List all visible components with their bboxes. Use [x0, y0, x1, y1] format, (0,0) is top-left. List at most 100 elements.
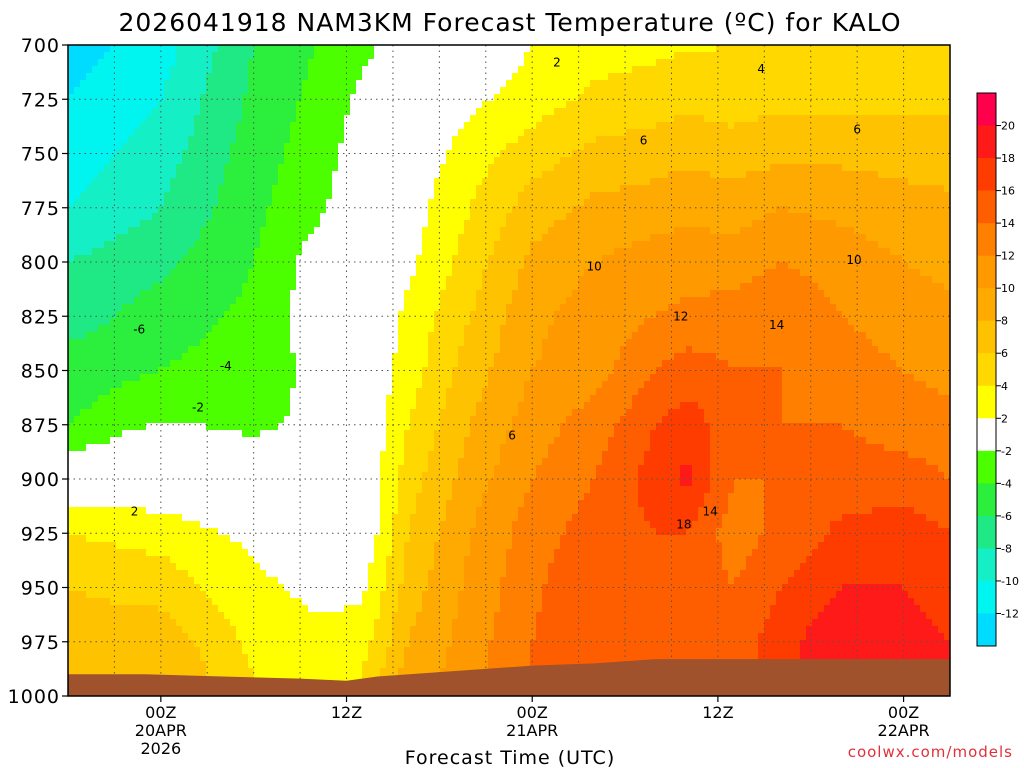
field-cell [278, 668, 285, 676]
field-cell [302, 437, 309, 445]
field-cell [380, 220, 387, 228]
field-cell [362, 318, 369, 326]
field-cell [182, 108, 189, 116]
field-cell [296, 605, 303, 613]
field-cell [224, 150, 231, 158]
field-cell [134, 654, 141, 662]
field-cell [74, 528, 81, 536]
field-cell [344, 647, 351, 655]
field-cell [272, 591, 279, 599]
field-cell [98, 535, 105, 543]
field-cell [200, 507, 207, 515]
field-cell [368, 619, 375, 627]
field-cell [122, 612, 129, 620]
field-cell [146, 367, 153, 375]
field-cell [176, 668, 183, 676]
field-cell [92, 563, 99, 571]
field-cell [314, 619, 321, 627]
field-cell [374, 500, 381, 508]
field-cell [368, 570, 375, 578]
field-cell [116, 423, 123, 431]
field-cell [176, 94, 183, 102]
field-cell [356, 507, 363, 515]
field-cell [326, 563, 333, 571]
field-cell [356, 584, 363, 592]
field-cell [194, 339, 201, 347]
field-cell [146, 297, 153, 305]
field-cell [80, 108, 87, 116]
field-cell [368, 458, 375, 466]
field-cell [260, 465, 267, 473]
field-cell [98, 423, 105, 431]
field-cell [134, 199, 141, 207]
field-cell [164, 444, 171, 452]
field-cell [278, 346, 285, 354]
field-cell [194, 458, 201, 466]
field-cell [74, 45, 81, 53]
field-cell [104, 360, 111, 368]
field-cell [296, 157, 303, 165]
field-cell [86, 283, 93, 291]
field-cell [206, 374, 213, 382]
field-cell [344, 444, 351, 452]
field-cell [272, 423, 279, 431]
field-cell [218, 290, 225, 298]
field-cell [122, 521, 129, 529]
field-cell [122, 241, 129, 249]
field-cell [104, 353, 111, 361]
field-cell [110, 451, 117, 459]
field-cell [326, 444, 333, 452]
field-cell [308, 304, 315, 312]
field-cell [158, 507, 165, 515]
field-cell [188, 283, 195, 291]
field-cell [314, 437, 321, 445]
field-cell [188, 493, 195, 501]
field-cell [326, 276, 333, 284]
field-cell [182, 661, 189, 669]
field-cell [104, 192, 111, 200]
field-cell [302, 101, 309, 109]
field-cell [68, 556, 75, 564]
field-cell [320, 612, 327, 620]
field-cell [230, 234, 237, 242]
field-cell [362, 444, 369, 452]
field-cell [92, 367, 99, 375]
field-cell [284, 234, 291, 242]
field-cell [368, 220, 375, 228]
field-cell [242, 402, 249, 410]
field-cell [140, 122, 147, 130]
field-cell [212, 297, 219, 305]
field-cell [320, 45, 327, 53]
field-cell [158, 269, 165, 277]
field-cell [224, 318, 231, 326]
field-cell [200, 647, 207, 655]
field-cell [338, 206, 345, 214]
field-cell [194, 668, 201, 676]
field-cell [314, 598, 321, 606]
field-cell [266, 605, 273, 613]
field-cell [80, 514, 87, 522]
field-cell [308, 108, 315, 116]
field-cell [362, 514, 369, 522]
field-cell [296, 458, 303, 466]
field-cell [176, 269, 183, 277]
field-cell [266, 591, 273, 599]
field-cell [332, 374, 339, 382]
field-cell [236, 486, 243, 494]
field-cell [104, 248, 111, 256]
field-cell [278, 101, 285, 109]
field-cell [182, 535, 189, 543]
field-cell [86, 381, 93, 389]
field-cell [320, 381, 327, 389]
field-cell [380, 521, 387, 529]
field-cell [134, 381, 141, 389]
field-cell [320, 290, 327, 298]
field-cell [242, 472, 249, 480]
field-cell [194, 598, 201, 606]
field-cell [290, 444, 297, 452]
field-cell [272, 178, 279, 186]
field-cell [308, 507, 315, 515]
field-cell [80, 94, 87, 102]
field-cell [386, 129, 393, 137]
field-cell [320, 227, 327, 235]
